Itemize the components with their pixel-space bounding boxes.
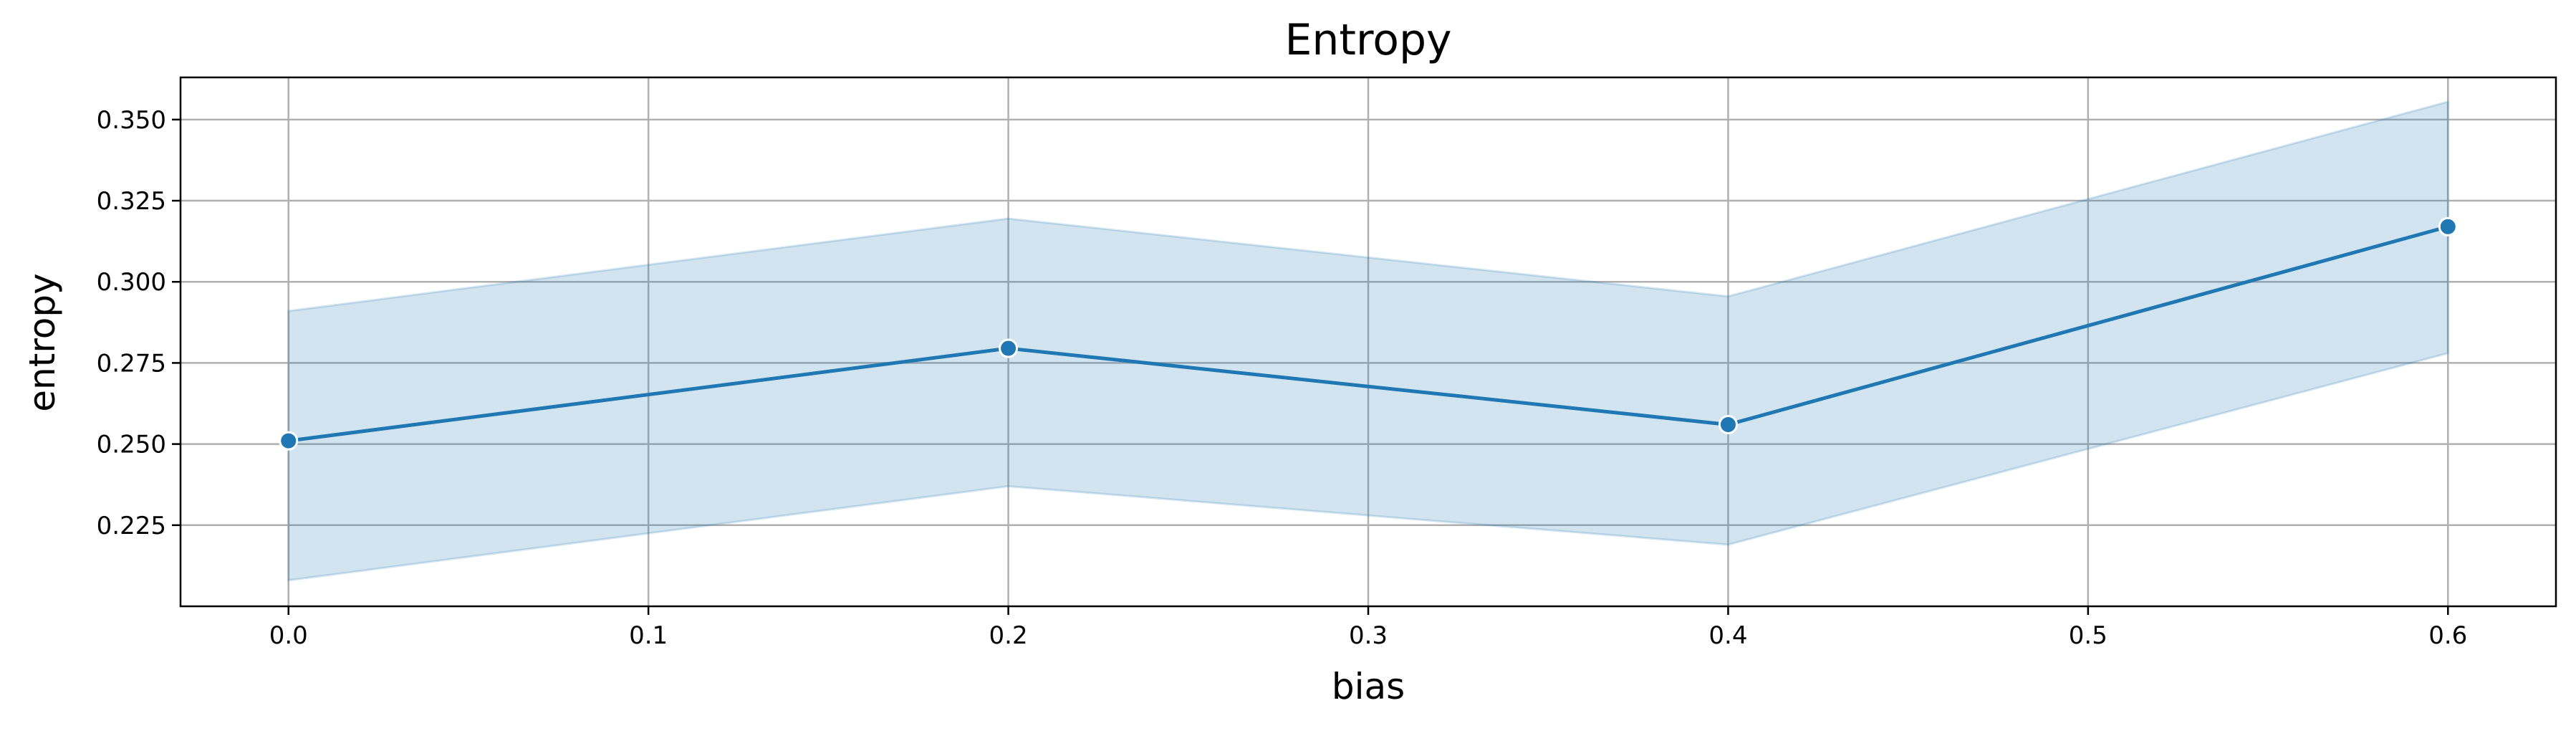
x-tick-label: 0.0	[269, 621, 308, 650]
y-axis-label: entropy	[21, 273, 63, 411]
y-tick-label: 0.250	[97, 431, 166, 459]
y-tick-label: 0.275	[97, 349, 166, 378]
data-point	[2438, 216, 2458, 236]
y-tick-label: 0.325	[97, 187, 166, 216]
x-tick-label: 0.4	[1708, 621, 1747, 650]
data-point	[279, 431, 299, 451]
x-tick-label: 0.1	[629, 621, 668, 650]
series-line	[288, 224, 2448, 443]
x-axis-ticks: 0.0 0.1 0.2 0.3 0.4 0.5 0.6	[269, 606, 2467, 650]
chart-title: Entropy	[1284, 15, 1451, 65]
y-tick-label: 0.300	[97, 268, 166, 297]
data-point	[999, 338, 1019, 358]
confidence-band	[287, 100, 2449, 582]
data-point	[1718, 414, 1738, 434]
marker-layer	[279, 216, 2458, 451]
y-tick-label: 0.225	[97, 512, 166, 540]
confidence-band-layer	[287, 100, 2449, 582]
x-tick-label: 0.6	[2428, 621, 2467, 650]
x-tick-label: 0.5	[2069, 621, 2108, 650]
x-tick-label: 0.3	[1349, 621, 1388, 650]
grid	[181, 77, 2556, 606]
y-axis-ticks: 0.225 0.250 0.275 0.300 0.325 0.350	[97, 106, 181, 540]
x-tick-label: 0.2	[989, 621, 1028, 650]
series-line-layer	[288, 224, 2448, 443]
y-tick-label: 0.350	[97, 106, 166, 135]
x-axis-label: bias	[1332, 666, 1405, 707]
